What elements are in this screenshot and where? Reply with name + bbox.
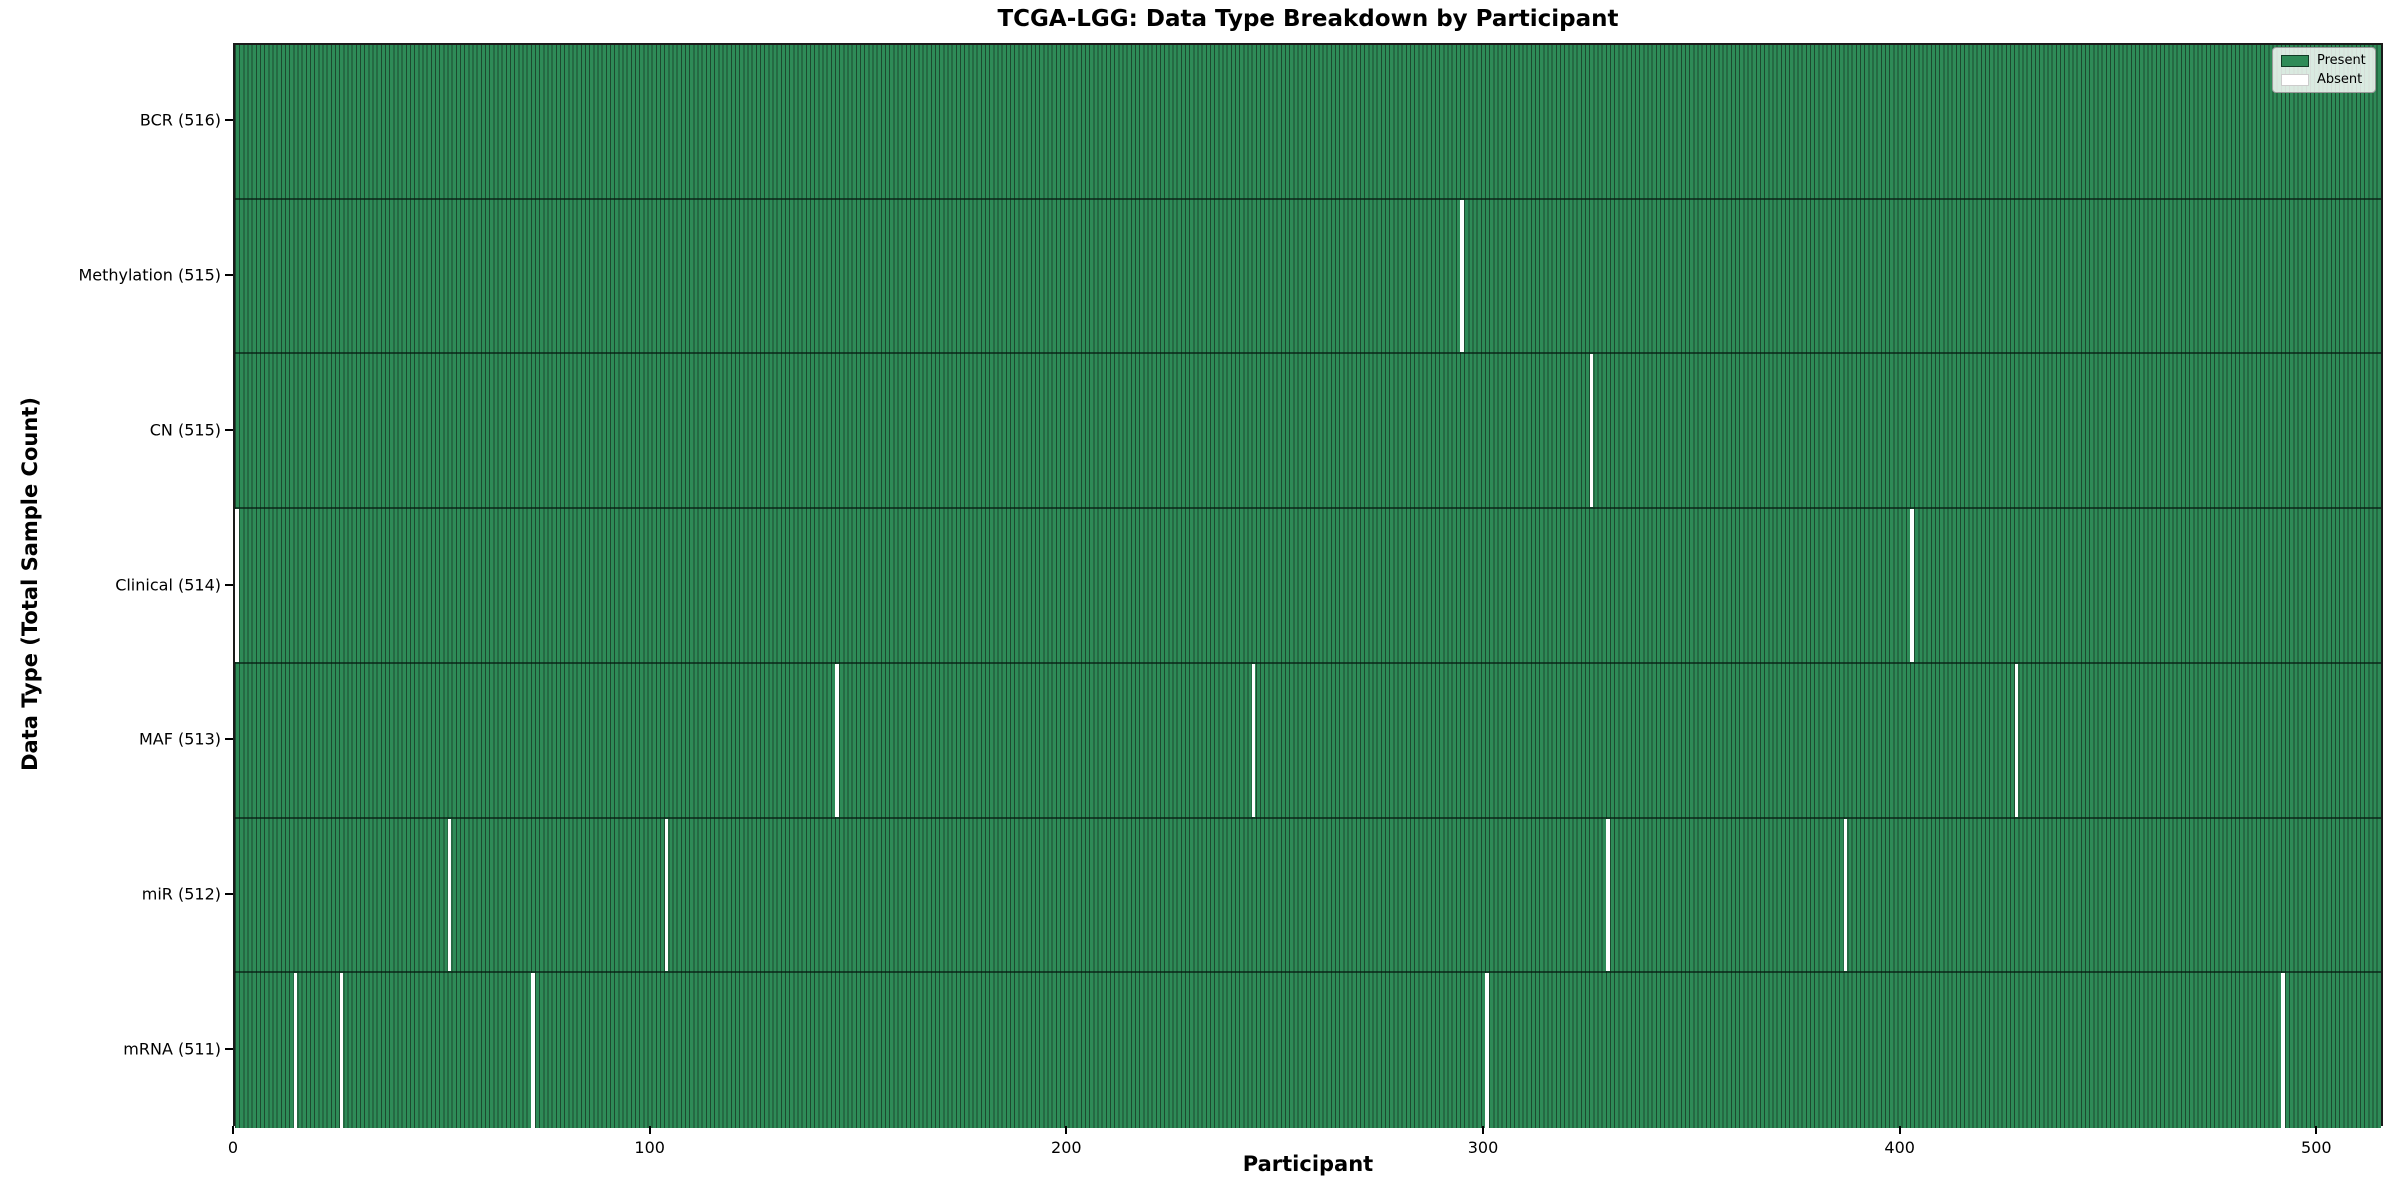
- x-tick-mark: [232, 1126, 234, 1134]
- x-tick-mark: [648, 1126, 651, 1134]
- absent-marker-mir-103: [664, 818, 668, 972]
- chart-title: TCGA-LGG: Data Type Breakdown by Partici…: [997, 6, 1619, 32]
- y-tick-label-methylation: Methylation (515): [78, 265, 221, 285]
- y-tick-label-cn: CN (515): [149, 420, 221, 440]
- absent-marker-mir-386: [1843, 818, 1848, 972]
- y-tick-label-mir: miR (512): [141, 884, 221, 904]
- absent-marker-methylation-294: [1460, 199, 1464, 353]
- x-tick-mark: [1898, 1126, 1901, 1134]
- legend-item-present: Present: [2281, 54, 2367, 67]
- y-tick-mark: [225, 428, 233, 431]
- x-tick-label-300: 300: [1467, 1138, 1499, 1157]
- absent-marker-maf-244: [1252, 663, 1256, 817]
- absent-marker-mrna-25: [339, 973, 343, 1128]
- x-axis-label: Participant: [1242, 1152, 1374, 1176]
- x-tick-mark: [1482, 1126, 1484, 1134]
- absent-marker-mir-51: [447, 818, 452, 972]
- y-tick-label-clinical: Clinical (514): [115, 575, 221, 594]
- row-band-mrna: [235, 973, 2381, 1128]
- legend: Present Absent: [2272, 47, 2376, 93]
- absent-marker-mir-329: [1606, 818, 1610, 972]
- absent-marker-maf-144: [835, 663, 839, 817]
- absent-marker-mrna-300: [1485, 973, 1489, 1128]
- x-tick-label-500: 500: [2301, 1138, 2332, 1157]
- row-band-cn: [235, 354, 2381, 510]
- row-band-clinical: [235, 509, 2381, 664]
- y-tick-mark: [225, 274, 233, 277]
- y-tick-mark: [225, 1047, 233, 1050]
- row-band-mir: [235, 818, 2381, 974]
- x-tick-label-200: 200: [1051, 1138, 1082, 1157]
- y-tick-mark: [225, 738, 233, 741]
- absent-marker-cn-325: [1589, 354, 1593, 508]
- absent-marker-maf-427: [2014, 663, 2018, 817]
- legend-swatch-present-icon: [2281, 54, 2309, 67]
- legend-swatch-absent-icon: [2281, 73, 2309, 86]
- absent-marker-clinical-0: [235, 509, 239, 662]
- row-band-methylation: [235, 199, 2381, 355]
- row-band-maf: [235, 663, 2381, 819]
- y-tick-label-mrna: mRNA (511): [123, 1039, 221, 1059]
- y-tick-label-maf: MAF (513): [138, 729, 221, 749]
- x-tick-mark: [1065, 1126, 1068, 1134]
- absent-marker-mrna-71: [531, 973, 535, 1128]
- y-tick-mark: [225, 119, 233, 122]
- plot-area: [233, 43, 2383, 1128]
- absent-marker-clinical-402: [1910, 509, 1914, 662]
- x-tick-mark: [2315, 1126, 2318, 1134]
- legend-label-present: Present: [2317, 53, 2366, 68]
- legend-item-absent: Absent: [2281, 73, 2367, 86]
- x-tick-label-400: 400: [1884, 1138, 1915, 1157]
- x-tick-label-100: 100: [634, 1138, 665, 1157]
- y-tick-label-bcr: BCR (516): [139, 110, 221, 130]
- absent-marker-mrna-491: [2281, 973, 2285, 1128]
- y-tick-mark: [225, 583, 233, 586]
- row-band-bcr: [235, 45, 2381, 200]
- absent-marker-mrna-14: [293, 973, 298, 1128]
- y-tick-mark: [225, 892, 233, 895]
- legend-label-absent: Absent: [2317, 72, 2363, 87]
- x-tick-label-0: 0: [227, 1138, 239, 1157]
